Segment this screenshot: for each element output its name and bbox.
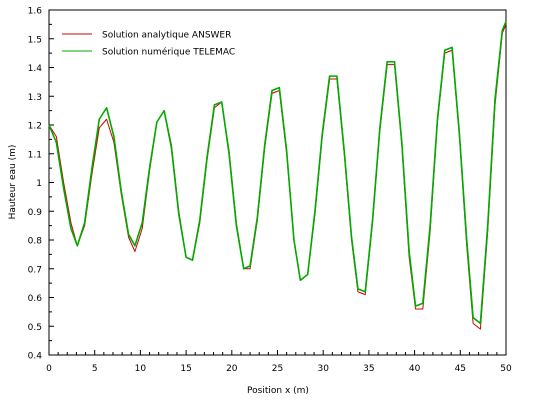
x-tick-label: 5 — [92, 364, 98, 374]
y-axis-label: Hauteur eau (m) — [8, 145, 18, 220]
y-tick-label: 1.6 — [28, 7, 43, 17]
plot-frame — [48, 9, 507, 356]
x-tick-label: 50 — [500, 364, 512, 374]
x-axis-label: Position x (m) — [247, 386, 309, 396]
y-tick-label: 1 — [36, 179, 42, 189]
y-tick-label: 0.8 — [28, 237, 43, 247]
series-layer — [48, 21, 507, 330]
y-axis: 0.4 0.5 0.6 0.7 0.8 0.9 1 1.1 1.2 1.3 1.4 1.5 1.6 — [28, 7, 54, 362]
x-axis: 0 5 10 15 20 25 30 35 40 45 50 — [46, 350, 512, 374]
y-tick-label: 1.4 — [28, 64, 43, 74]
legend-label: Solution numérique TELEMAC — [102, 47, 235, 58]
x-tick-label: 45 — [455, 364, 466, 374]
y-tick-label: 1.5 — [28, 35, 42, 45]
x-tick-label: 15 — [180, 364, 191, 374]
y-tick-label: 0.4 — [28, 352, 43, 362]
x-tick-label: 10 — [135, 364, 147, 374]
plot-area — [48, 9, 507, 356]
y-tick-label: 0.9 — [28, 208, 43, 218]
y-tick-label: 1.1 — [28, 150, 42, 160]
x-tick-label: 35 — [363, 364, 374, 374]
y-tick-label: 1.3 — [28, 93, 42, 103]
x-tick-label: 25 — [272, 364, 283, 374]
y-tick-label: 0.7 — [28, 265, 42, 275]
x-tick-label: 0 — [46, 364, 52, 374]
series-line-analytic — [48, 24, 507, 330]
y-tick-label: 0.5 — [28, 323, 42, 333]
legend-label: Solution analytique ANSWER — [102, 31, 231, 41]
legend: Solution analytique ANSWER Solution numér… — [62, 31, 235, 58]
y-tick-label: 0.6 — [28, 294, 43, 304]
series-line-numeric — [48, 21, 507, 325]
x-tick-label: 40 — [409, 364, 421, 374]
x-tick-label: 30 — [317, 364, 329, 374]
y-tick-label: 1.2 — [28, 122, 42, 132]
x-tick-label: 20 — [226, 364, 238, 374]
